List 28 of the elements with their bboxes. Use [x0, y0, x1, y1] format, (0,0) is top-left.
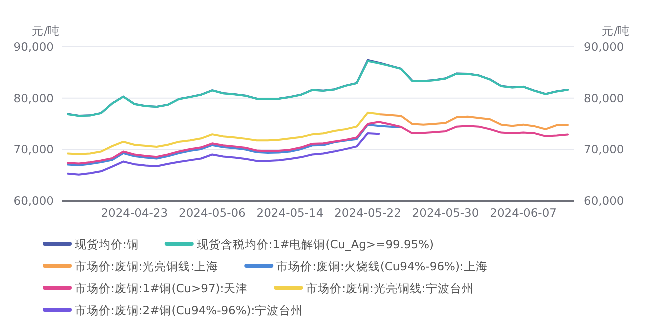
line-series: [378, 114, 569, 130]
y2-tick-label: 70,000: [584, 142, 624, 157]
legend-label: 现货均价:铜: [75, 238, 139, 252]
x-tick-label: 2024-06-07: [490, 206, 557, 220]
y2-tick-label: 80,000: [584, 91, 624, 106]
legend-label: 市场价:废铜:火烧线(Cu94%-96%):上海: [276, 260, 488, 274]
x-tick-label: 2024-05-30: [412, 206, 480, 220]
line-series: [67, 121, 569, 165]
x-tick-label: 2024-05-14: [256, 206, 324, 220]
y-tick-label: 90,000: [14, 40, 54, 54]
line-series: [67, 112, 380, 156]
y2-tick-label: 90,000: [584, 40, 624, 54]
y-tick-label: 70,000: [14, 142, 54, 157]
legend-label: 市场价:废铜:光亮铜线:宁波台州: [306, 282, 474, 296]
x-tick-label: 2024-04-23: [101, 206, 168, 220]
y2-axis-title: 元/吨: [602, 24, 630, 38]
legend-label: 市场价:废铜:1#铜(Cu>97):天津: [75, 282, 248, 296]
x-tick-label: 2024-05-06: [179, 206, 246, 220]
y-axis-title: 元/吨: [32, 24, 60, 38]
y-tick-label: 60,000: [14, 194, 54, 208]
legend-label: 现货含税均价:1#电解铜(Cu_Ag>=99.95%): [196, 238, 434, 252]
y-tick-label: 80,000: [14, 91, 54, 106]
x-tick-label: 2024-05-22: [334, 206, 402, 220]
legend-label: 市场价:废铜:2#铜(Cu94%-96%):宁波台州: [75, 304, 304, 318]
line-series: [67, 124, 402, 166]
y2-tick-label: 60,000: [584, 194, 624, 208]
legend-label: 市场价:废铜:光亮铜线:上海: [75, 260, 219, 274]
line-series: [67, 132, 380, 176]
